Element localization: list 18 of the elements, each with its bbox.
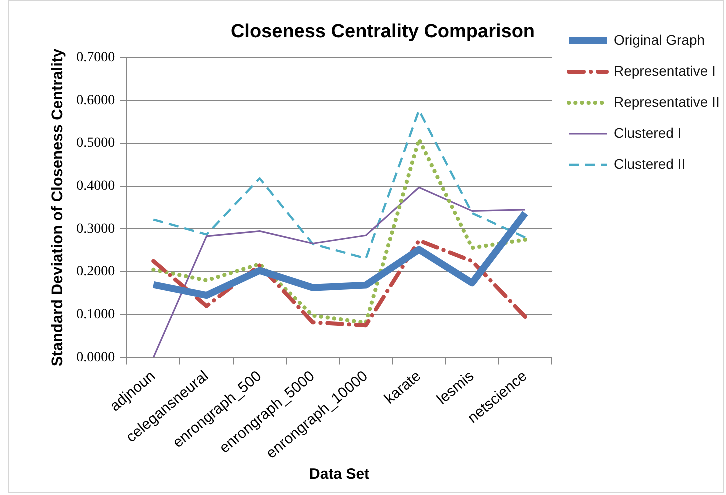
y-tick-label: 0.3000 — [76, 222, 116, 237]
y-tick-label: 0.7000 — [76, 50, 116, 66]
y-tick-label: 0.4000 — [76, 179, 116, 194]
chart-title: Closeness Centrality Comparison — [230, 22, 536, 43]
legend-label: Clustered I — [614, 124, 682, 141]
legend-label: Original Graph — [614, 32, 706, 48]
y-tick-label: 0.0000 — [76, 350, 116, 366]
line-series — [152, 238, 528, 328]
line-series — [152, 138, 528, 326]
y-tick-label: 0.1000 — [76, 308, 116, 323]
y-tick-label: 0.6000 — [76, 93, 116, 108]
y-tick-label: 0.5000 — [76, 136, 116, 152]
legend-label: Representative II — [614, 94, 720, 110]
legend-label: Clustered II — [614, 156, 686, 172]
x-axis-title: Data Set — [310, 466, 370, 484]
y-tick-label: 0.2000 — [76, 264, 116, 280]
legend-label: Representative I — [614, 62, 716, 79]
y-axis-title: Standard Deviation of Closeness Centrality — [50, 48, 67, 367]
